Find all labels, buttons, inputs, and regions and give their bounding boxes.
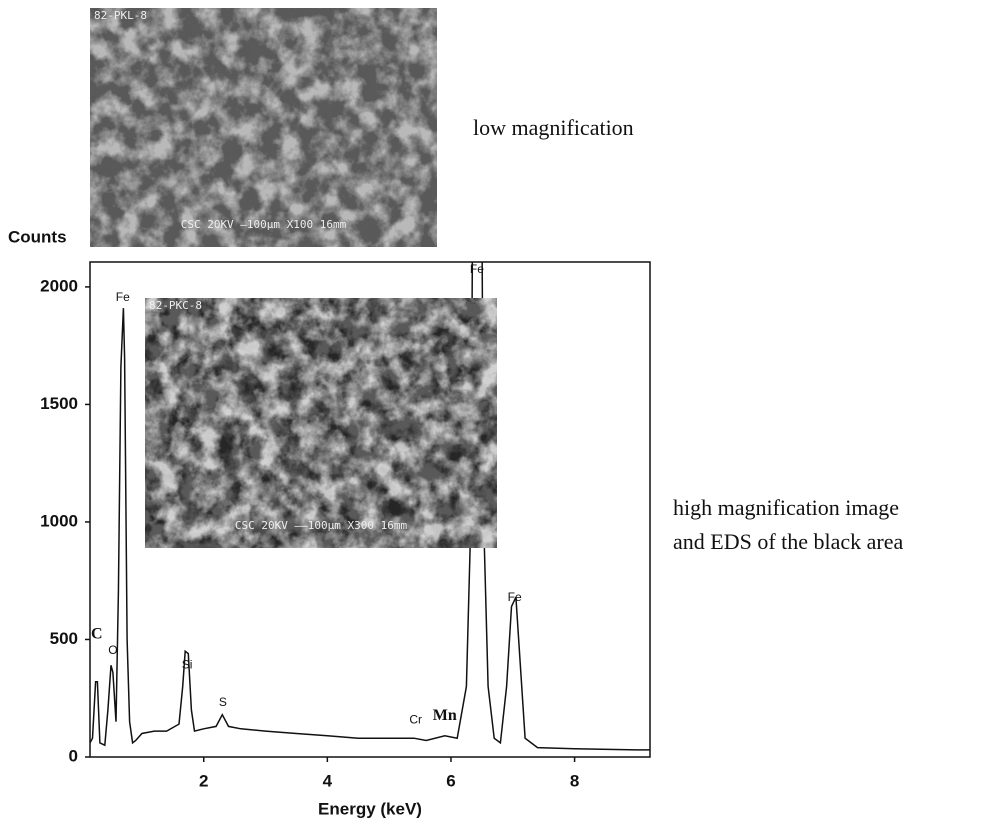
sem-texture-light bbox=[90, 8, 437, 247]
sem-footer: CSC 20KV —100µm X100 16mm bbox=[181, 218, 347, 231]
peak-label: Mn bbox=[433, 707, 457, 724]
peak-label: Si bbox=[182, 657, 193, 671]
y-tick-label: 1000 bbox=[40, 511, 78, 530]
sem-image: 82-PKC-8 CSC 20KV ——100µm X300 16mm bbox=[145, 298, 497, 548]
x-tick-label: 4 bbox=[323, 771, 333, 790]
peak-label: Cr bbox=[409, 712, 422, 726]
peak-label: O bbox=[108, 643, 117, 657]
x-tick-label: 6 bbox=[446, 771, 455, 790]
y-tick-label: 2000 bbox=[40, 276, 78, 295]
sem-texture-light bbox=[145, 298, 497, 548]
caption: low magnification bbox=[473, 115, 634, 140]
plot-frame bbox=[89, 261, 651, 758]
x-tick-label: 8 bbox=[570, 771, 579, 790]
caption: high magnification image bbox=[673, 495, 899, 520]
y-tick-label: 0 bbox=[69, 746, 78, 765]
y-axis-label: Counts bbox=[8, 227, 67, 246]
sem-id: 82-PKC-8 bbox=[149, 299, 202, 312]
sem-image: 82-PKL-8 CSC 20KV —100µm X100 16mm bbox=[90, 8, 437, 247]
peak-label: Fe bbox=[508, 590, 522, 604]
caption: and EDS of the black area bbox=[673, 529, 904, 554]
peak-label: Fe bbox=[116, 290, 130, 304]
peak-label: Fe bbox=[470, 262, 484, 276]
peak-label: C bbox=[91, 626, 103, 643]
x-tick-label: 2 bbox=[199, 771, 208, 790]
sem-footer: CSC 20KV ——100µm X300 16mm bbox=[235, 519, 408, 532]
peak-label: S bbox=[219, 695, 227, 709]
x-axis-label: Energy (keV) bbox=[318, 799, 422, 818]
y-tick-label: 500 bbox=[50, 629, 78, 648]
spectrum-line bbox=[90, 262, 650, 751]
sem-id: 82-PKL-8 bbox=[94, 9, 147, 22]
y-tick-label: 1500 bbox=[40, 394, 78, 413]
